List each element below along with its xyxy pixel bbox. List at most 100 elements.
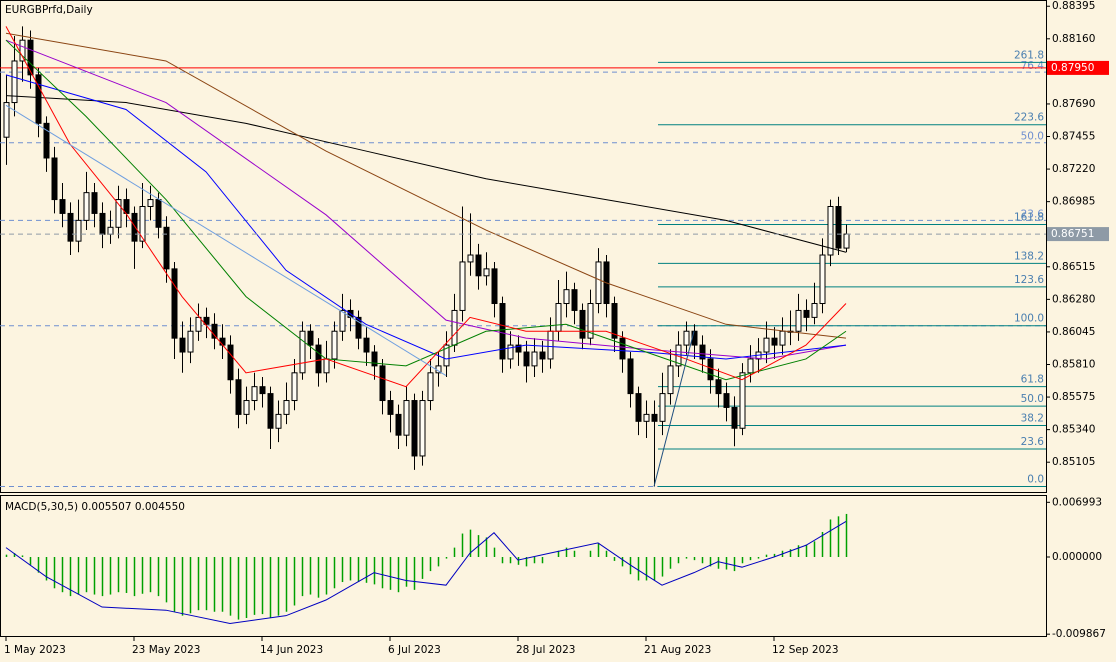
candle-body [371, 351, 378, 367]
candle-body [395, 413, 402, 436]
candle-body [835, 206, 842, 249]
bid-box [1047, 227, 1109, 242]
y-tick-label: 0.86985 [1052, 196, 1095, 208]
x-tick-label: 21 Aug 2023 [644, 644, 711, 656]
indicator-line [5, 74, 847, 360]
candle-body [491, 268, 498, 305]
candle-body [723, 393, 730, 408]
fib-label: 38.2 [1021, 412, 1044, 424]
candle-body [203, 316, 210, 325]
x-tick-label: 28 Jul 2023 [516, 644, 575, 656]
candle-body [419, 400, 426, 457]
candle-body [571, 289, 578, 311]
candle-body [235, 379, 242, 415]
y-tick-label: -0.009867 [1052, 628, 1106, 640]
y-tick-label: 0.88395 [1052, 0, 1095, 12]
price-pane [0, 0, 1047, 493]
candle-body [259, 386, 266, 395]
chart-title: EURGBPrfd,Daily [5, 4, 93, 16]
candle-body [515, 344, 522, 353]
y-tick-label: 0.87690 [1052, 98, 1095, 110]
y-tick-label: 0.86045 [1052, 326, 1095, 338]
y-tick-label: 0.85575 [1052, 391, 1095, 403]
candle-body [555, 303, 562, 332]
candle-body [411, 400, 418, 457]
candle-body [91, 192, 98, 214]
fib-label: 261.8 [1014, 49, 1044, 61]
x-tick-label: 6 Jul 2023 [388, 644, 441, 656]
candle-body [715, 379, 722, 395]
candle-body [827, 206, 834, 256]
candle-body [187, 330, 194, 353]
candle-body [115, 199, 122, 228]
candle-body [579, 309, 586, 339]
indicator-line [5, 26, 847, 388]
candle-body [283, 400, 290, 415]
candle-body [635, 393, 642, 422]
indicator-line [5, 39, 847, 360]
candle-body [3, 102, 10, 138]
candle-body [443, 344, 450, 367]
y-tick-label: 0.006993 [1052, 496, 1102, 508]
candle-body [819, 254, 826, 305]
candle-body [11, 60, 18, 104]
indicator-line [653, 331, 695, 487]
candle-body [507, 344, 514, 360]
y-tick-label: 0.000000 [1052, 551, 1102, 563]
fib-label: 50.0 [1021, 393, 1044, 405]
candle-body [531, 351, 538, 367]
candle-body [451, 309, 458, 346]
candle-body [803, 309, 810, 318]
candle-body [467, 254, 474, 263]
candle-body [547, 330, 554, 360]
candle-body [475, 254, 482, 277]
candle-body [131, 212, 138, 242]
x-tick-label: 14 Jun 2023 [260, 644, 323, 656]
candle-body [267, 393, 274, 429]
candle-body [363, 337, 370, 353]
price-box [1047, 60, 1109, 75]
candle-body [155, 199, 162, 228]
macd-pane [0, 495, 1047, 637]
candle-body [59, 199, 66, 214]
candle-body [43, 122, 50, 159]
candle-body [251, 386, 258, 402]
candle-body [483, 268, 490, 277]
candle-body [19, 39, 26, 62]
y-tick-label: 0.85810 [1052, 358, 1095, 370]
candle-body [627, 358, 634, 395]
candle-body [795, 309, 802, 332]
indicator-line [5, 95, 847, 253]
candle-body [147, 199, 154, 208]
candle-body [387, 400, 394, 415]
candle-body [619, 337, 626, 360]
candle-body [339, 309, 346, 332]
candle-body [67, 212, 74, 242]
candle-body [35, 74, 42, 124]
x-tick-label: 1 May 2023 [4, 644, 66, 656]
fib-label: 0.0 [1027, 473, 1044, 485]
fib2-label: 76.4 [1021, 60, 1045, 72]
candle-body [731, 406, 738, 429]
candle-body [179, 337, 186, 353]
indicator-line [5, 39, 847, 381]
fib-label: 223.6 [1014, 112, 1044, 124]
y-tick-label: 0.88160 [1052, 33, 1095, 45]
candle-body [195, 316, 202, 332]
candle-body [771, 337, 778, 346]
candle-body [379, 365, 386, 402]
candle-body [27, 39, 34, 76]
candle-body [171, 268, 178, 339]
candle-body [331, 330, 338, 360]
fib-label: 161.8 [1014, 212, 1044, 224]
candle-body [99, 212, 106, 235]
indicator-line [5, 32, 847, 339]
fib2-label: 50.0 [1021, 131, 1044, 143]
candle-body [651, 413, 658, 422]
candle-body [299, 330, 306, 374]
candle-body [211, 323, 218, 339]
signal-line [5, 520, 847, 624]
candle-body [643, 413, 650, 422]
candle-body [563, 289, 570, 305]
